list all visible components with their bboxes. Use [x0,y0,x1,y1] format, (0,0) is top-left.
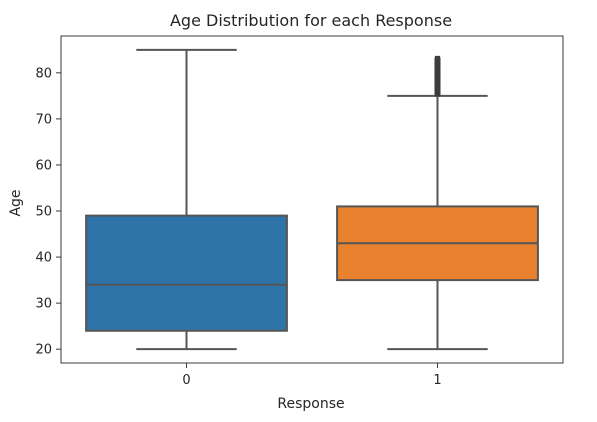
y-tick-label-50: 50 [35,205,52,220]
x-tick-label-1: 1 [433,373,441,388]
y-tick-label-30: 30 [35,297,52,312]
x-axis-label: Response [277,396,344,412]
x-tick-label-0: 0 [182,373,190,388]
plot-area: 20 30 40 50 60 70 80 0 1 [35,35,564,388]
y-tick-label-40: 40 [35,251,52,266]
y-tick-label-70: 70 [35,112,52,127]
y-tick-label-60: 60 [35,158,52,173]
response-1-outlier-15 [434,55,441,63]
plot-frame [60,35,564,364]
chart-title: Age Distribution for each Response [170,11,452,30]
response-0-box [85,214,288,332]
y-axis-label: Age [8,189,24,216]
y-tick-label-20: 20 [35,343,52,358]
y-tick-label-80: 80 [35,66,52,81]
